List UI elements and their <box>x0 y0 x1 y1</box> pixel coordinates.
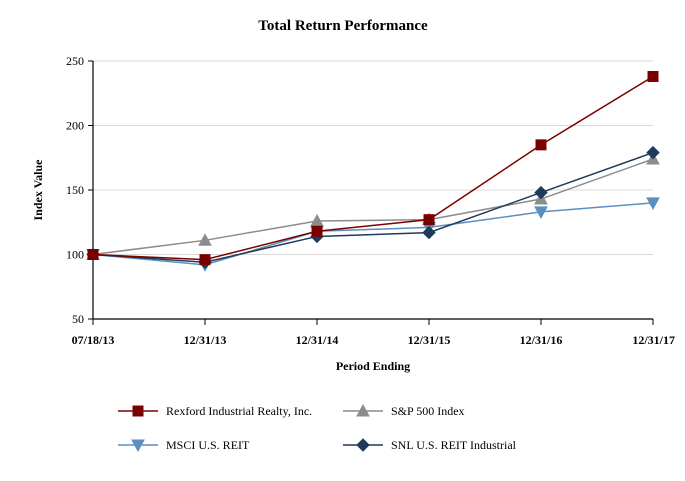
series-line <box>92 151 654 263</box>
legend-label: S&P 500 Index <box>391 404 465 418</box>
legend-label: SNL U.S. REIT Industrial <box>391 438 517 452</box>
y-tick-label: 100 <box>66 248 84 262</box>
series-line <box>92 75 654 261</box>
x-tick-labels: 07/18/13 12/31/13 12/31/14 12/31/15 12/31/16… <box>72 333 675 347</box>
legend: Rexford Industrial Realty, Inc. S&P 500 I… <box>118 403 517 453</box>
square-marker <box>199 254 211 266</box>
triangle-down-marker <box>131 439 145 453</box>
series-1 <box>86 151 660 260</box>
triangle-down-marker <box>646 197 660 210</box>
diamond-marker <box>646 145 660 160</box>
y-tick-label: 50 <box>72 312 84 326</box>
legend-item: Rexford Industrial Realty, Inc. <box>118 404 312 418</box>
square-marker <box>423 214 435 226</box>
series-line <box>92 202 654 266</box>
legend-item: SNL U.S. REIT Industrial <box>343 438 517 452</box>
axes <box>92 61 654 325</box>
triangle-up-marker <box>198 233 212 246</box>
square-marker <box>647 70 659 82</box>
diamond-marker <box>422 225 436 240</box>
series-3 <box>86 145 660 269</box>
square-marker <box>87 249 99 260</box>
square-marker <box>535 139 547 151</box>
x-tick-label: 07/18/13 <box>72 333 115 347</box>
x-tick-label: 12/31/16 <box>520 333 563 347</box>
square-marker <box>311 225 323 237</box>
legend-label: MSCI U.S. REIT <box>166 438 250 452</box>
diamond-marker <box>356 438 370 452</box>
y-tick-label: 150 <box>66 183 84 197</box>
x-axis-label: Period Ending <box>336 359 410 373</box>
x-tick-label: 12/31/15 <box>408 333 451 347</box>
y-tick-labels: 50 100 150 200 250 <box>66 54 84 326</box>
series-0 <box>87 70 659 266</box>
triangle-up-marker <box>356 403 370 417</box>
triangle-down-marker <box>534 206 548 219</box>
series-group <box>86 70 660 272</box>
series-line <box>92 158 654 256</box>
square-marker <box>132 405 144 417</box>
x-tick-label: 12/31/13 <box>184 333 227 347</box>
legend-item: S&P 500 Index <box>343 403 465 418</box>
legend-item: MSCI U.S. REIT <box>118 438 250 453</box>
x-tick-label: 12/31/17 <box>632 333 675 347</box>
legend-label: Rexford Industrial Realty, Inc. <box>166 404 312 418</box>
y-tick-label: 250 <box>66 54 84 68</box>
gridlines <box>88 60 653 320</box>
y-axis-label: Index Value <box>31 159 45 221</box>
chart-title: Total Return Performance <box>258 18 428 34</box>
x-tick-label: 12/31/14 <box>296 333 339 347</box>
y-tick-label: 200 <box>66 119 84 133</box>
diamond-marker <box>534 185 548 200</box>
